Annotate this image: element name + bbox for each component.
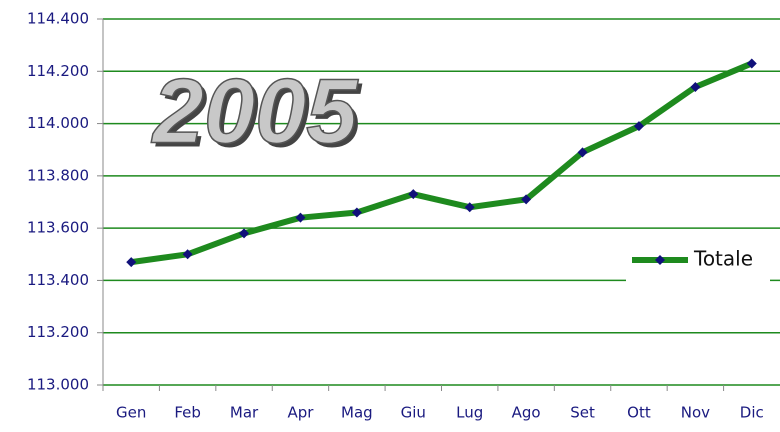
legend-label: Totale (693, 247, 753, 271)
plot: 113.000 113.200 113.400 113.600 113.800 114.0… (27, 10, 780, 422)
x-tick-label: Set (570, 404, 595, 422)
legend-marker (655, 255, 665, 265)
x-tick-label: Gen (116, 404, 146, 422)
x-tick-label: Ott (627, 404, 651, 422)
x-tick-label: Ago (512, 404, 541, 422)
marker (633, 121, 644, 132)
x-tick-label: Apr (287, 404, 314, 422)
marker (351, 207, 362, 218)
chart-title: 2005 (151, 60, 359, 162)
y-tick-label: 113.400 (27, 271, 89, 289)
x-tick-label: Mar (230, 404, 259, 422)
marker (690, 81, 701, 92)
x-tick-label: Nov (681, 404, 710, 422)
y-tick-label: 113.800 (27, 166, 89, 184)
y-tick-label: 113.000 (27, 376, 89, 394)
y-tick-label: 114.200 (27, 62, 89, 80)
y-tick-label: 113.200 (27, 323, 89, 341)
marker (577, 147, 588, 158)
marker (521, 194, 532, 205)
x-tick-label: Mag (341, 404, 373, 422)
y-tick-label: 114.000 (27, 114, 89, 132)
marker (746, 58, 757, 69)
x-tick-label: Dic (740, 404, 764, 422)
title-shadow: 2005 (155, 64, 363, 166)
x-tick-label: Feb (174, 404, 201, 422)
x-tick-label: Giu (401, 404, 426, 422)
marker (408, 189, 419, 200)
line (130, 60, 753, 266)
marker (295, 212, 306, 223)
x-tick-label: Lug (456, 404, 483, 422)
marker (182, 249, 193, 260)
y-tick-label: 114.400 (27, 10, 89, 28)
y-tick-label: 113.600 (27, 219, 89, 237)
marker (239, 228, 250, 239)
marker (464, 202, 475, 213)
marker (126, 257, 137, 268)
